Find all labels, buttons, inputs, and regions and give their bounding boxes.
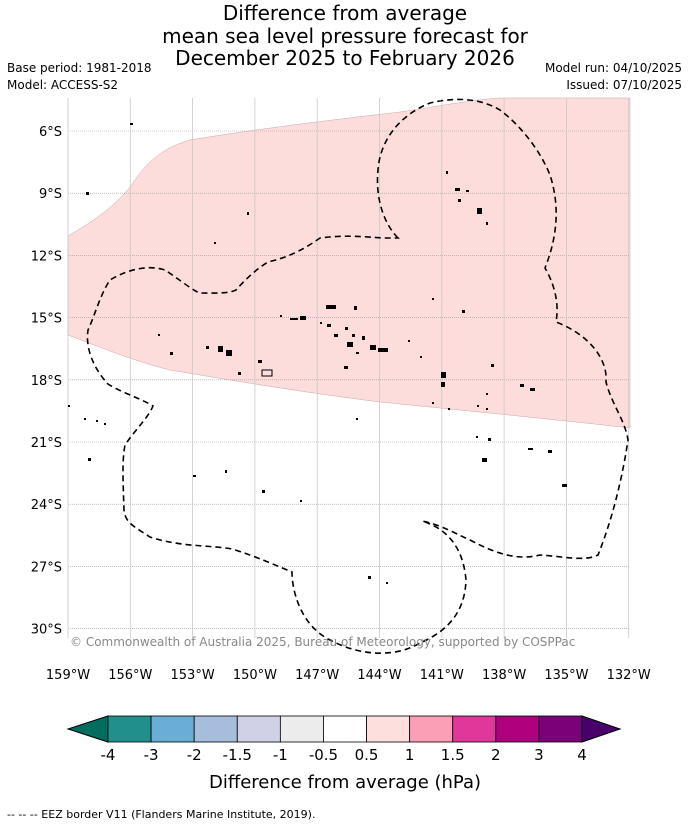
colorbar-cell	[236, 715, 281, 743]
issued-date: Issued: 07/10/2025	[566, 78, 682, 92]
longitude-labels: 159°W 156°W 153°W 150°W 147°W 144°W 141°W 138°W…	[46, 668, 651, 683]
lat-label: 9°S	[39, 187, 62, 202]
lon-label: 156°W	[108, 668, 152, 683]
lat-label: 27°S	[31, 560, 62, 575]
lon-label: 153°W	[171, 668, 215, 683]
colorbar-cell	[107, 715, 152, 743]
colorbar-tick-label: 0.5	[355, 746, 379, 764]
colorbar-tick-label: -1	[273, 746, 288, 764]
title-line-2: mean sea level pressure forecast for	[162, 23, 528, 48]
lon-label: 147°W	[295, 668, 339, 683]
colorbar-tick-label: 2	[491, 746, 501, 764]
model-name: Model: ACCESS-S2	[7, 78, 119, 92]
model-info: Base period: 1981-2018 Model: ACCESS-S2	[7, 60, 152, 94]
colorbar-tick-label: -4	[101, 746, 116, 764]
lat-label: 21°S	[31, 436, 62, 451]
meridians	[67, 98, 630, 638]
map-title: Difference from average mean sea level p…	[0, 2, 690, 70]
colorbar-cell	[495, 715, 540, 743]
lon-label: 138°W	[482, 668, 526, 683]
lat-label: 15°S	[31, 312, 62, 327]
colorbar-cell	[452, 715, 497, 743]
colorbar: -4 -3 -2 -1.5 -1 -0.5 0.5 1 1.5 2 3 4	[66, 715, 622, 764]
colorbar-cell	[366, 715, 411, 743]
lon-label: 132°W	[607, 668, 651, 683]
colorbar-cell	[538, 715, 583, 743]
colorbar-tick-label: -0.5	[309, 746, 338, 764]
model-run-date: Model run: 04/10/2025	[544, 61, 682, 75]
lat-label: 12°S	[31, 249, 62, 264]
lon-label: 144°W	[357, 668, 401, 683]
lon-label: 159°W	[46, 668, 90, 683]
colorbar-cell	[193, 715, 238, 743]
title-line-1: Difference from average	[222, 1, 468, 25]
gridlines	[68, 130, 630, 629]
lat-label: 24°S	[31, 498, 62, 513]
base-period: Base period: 1981-2018	[7, 61, 152, 75]
colorbar-cell	[279, 715, 324, 743]
eez-footnote: -- -- -- EEZ border V11 (Flanders Marine…	[7, 808, 316, 821]
latitude-labels: 6°S 9°S 12°S 15°S 18°S 21°S 24°S 27°S 30°S	[31, 125, 62, 638]
copyright-credit: © Commonwealth of Australia 2025, Bureau…	[70, 635, 575, 649]
colorbar-tick-label: 1.5	[441, 746, 465, 764]
colorbar-cell	[409, 715, 454, 743]
colorbar-under-arrow	[66, 715, 109, 743]
lon-label: 141°W	[420, 668, 464, 683]
colorbar-over-arrow	[581, 715, 622, 743]
lon-label: 150°W	[233, 668, 277, 683]
colorbar-tick-label: 4	[577, 746, 587, 764]
title-line-3: December 2025 to February 2026	[175, 46, 515, 70]
lat-label: 18°S	[31, 374, 62, 389]
anomaly-region	[67, 97, 631, 429]
colorbar-tick-label: -1.5	[223, 746, 252, 764]
colorbar-cell	[150, 715, 195, 743]
lat-label: 30°S	[31, 623, 62, 638]
islands	[68, 123, 567, 584]
run-info: Model run: 04/10/2025 Issued: 07/10/2025	[545, 60, 682, 94]
colorbar-cell	[323, 715, 367, 743]
colorbar-tick-label: -3	[144, 746, 159, 764]
colorbar-tick-label: 1	[405, 746, 415, 764]
eez-border	[86, 98, 629, 654]
colorbar-title: Difference from average (hPa)	[209, 772, 481, 793]
colorbar-tick-label: -2	[187, 746, 202, 764]
lon-label: 135°W	[544, 668, 588, 683]
colorbar-tick-label: 3	[534, 746, 544, 764]
lat-label: 6°S	[39, 125, 62, 140]
